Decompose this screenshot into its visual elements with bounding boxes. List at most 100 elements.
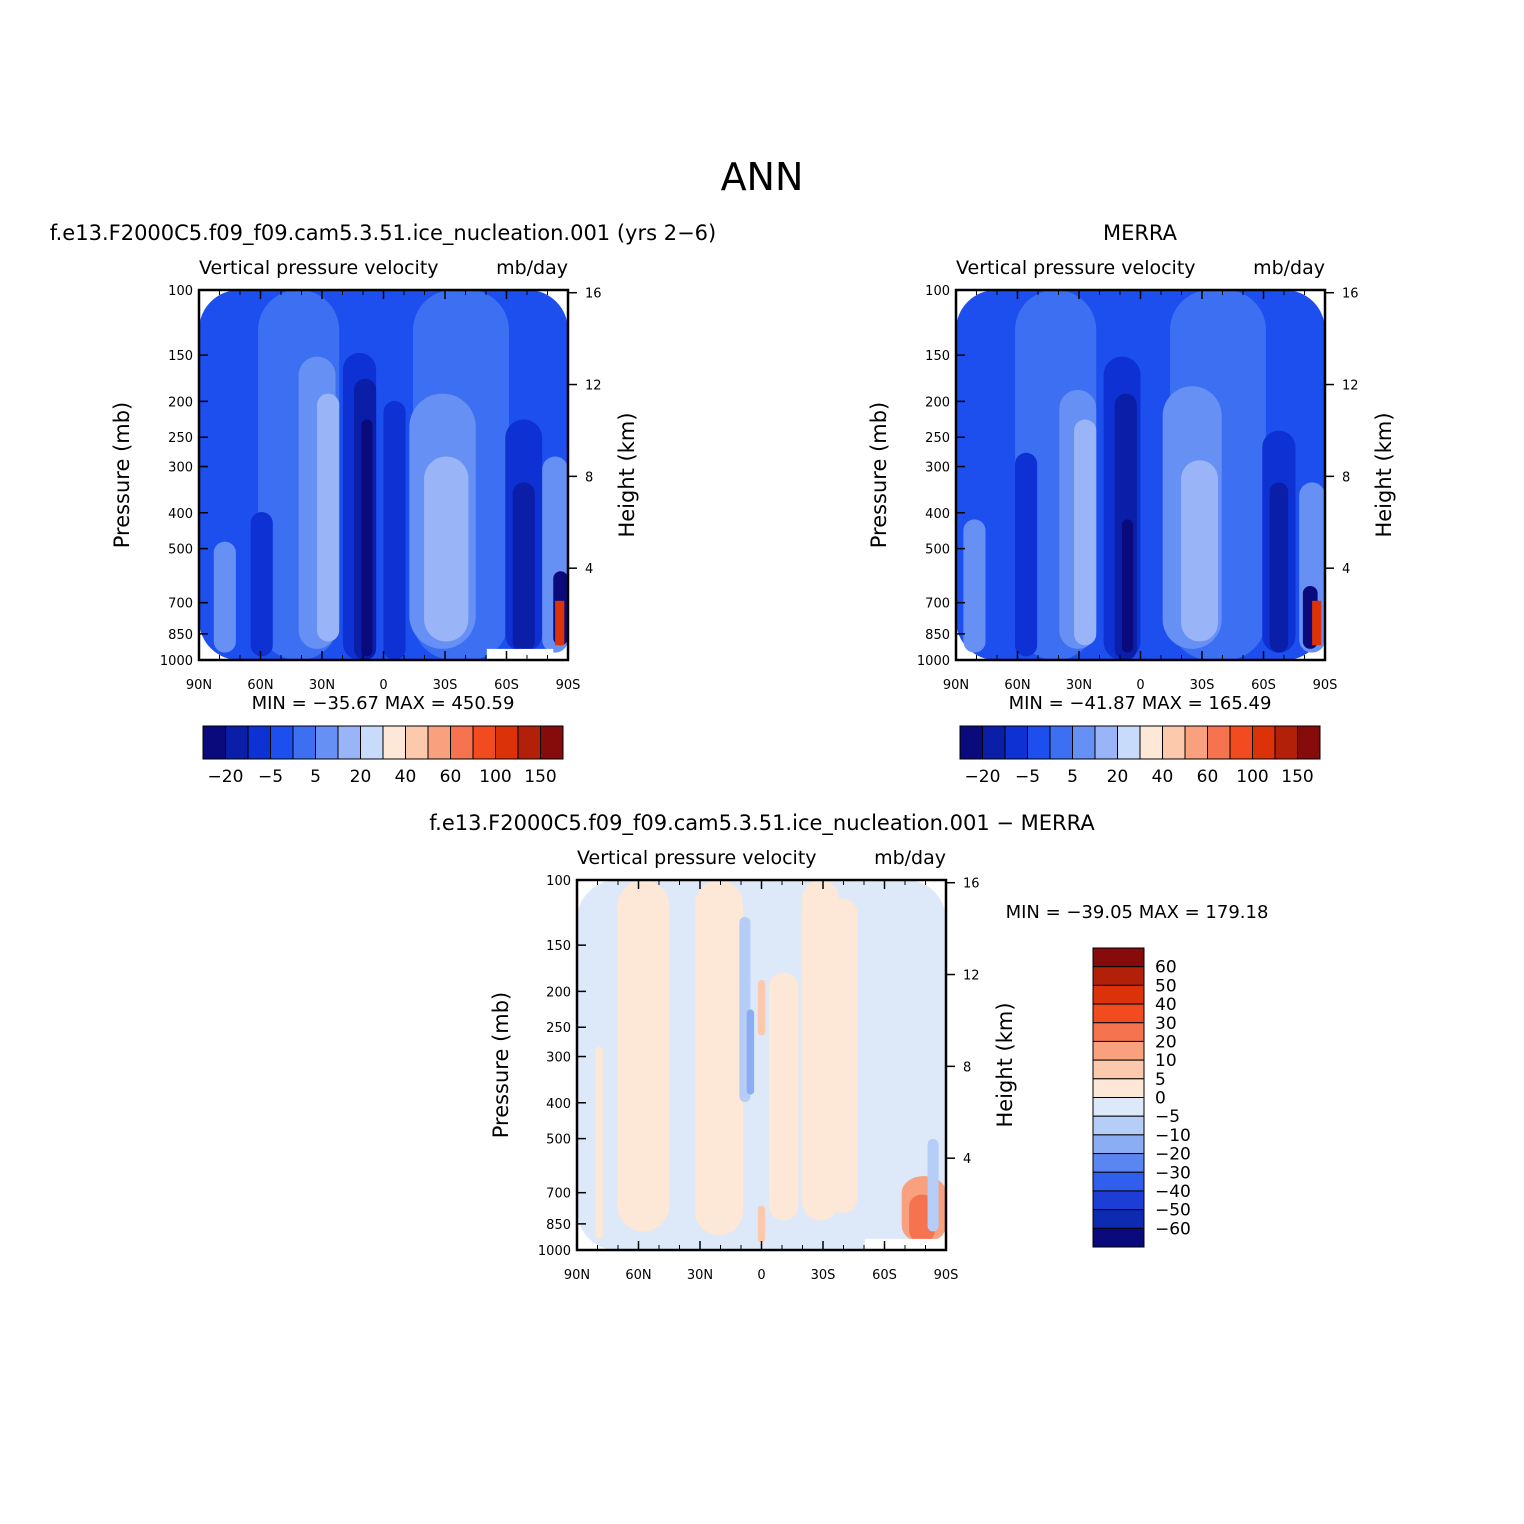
subtitle-left-model: Vertical pressure velocity [199, 257, 439, 279]
y-tick-label: 250 [168, 431, 193, 446]
colorbar-label: 5 [1155, 1070, 1166, 1090]
colorbar-box [1092, 1115, 1145, 1136]
contour-region [827, 898, 858, 1213]
colorbar-box [540, 725, 564, 760]
contour-region [1181, 460, 1218, 642]
colorbar-box [1049, 725, 1073, 760]
contour-region [1074, 419, 1097, 646]
colorbar-label: −60 [1155, 1219, 1191, 1239]
colorbar-box [1004, 725, 1028, 760]
colorbar-merra: −20 −5 5 20 40 60 100 150 [959, 725, 1321, 787]
y2-axis-label-model: Height (km) [615, 412, 639, 537]
x-tick-label: 90S [934, 1268, 959, 1283]
colorbar-label: −20 [965, 767, 1001, 787]
x-tick-label: 30N [309, 678, 335, 693]
x-tick-label: 30N [687, 1268, 713, 1283]
colorbar-label: 40 [1155, 995, 1177, 1015]
colorbar-box [202, 725, 226, 760]
y-tick-label: 100 [546, 874, 571, 889]
colorbar-box [1092, 1134, 1145, 1155]
minmax-model: MIN = −35.67 MAX = 450.59 [252, 693, 515, 714]
subtitle-units-model: mb/day [496, 257, 568, 279]
x-tick-label: 60N [625, 1268, 651, 1283]
colorbar-box [1092, 1190, 1145, 1211]
contour-field [199, 290, 568, 660]
y-tick-label: 1000 [917, 654, 950, 669]
y-axis-label-merra: Pressure (mb) [867, 402, 891, 549]
y-tick-label: 250 [925, 431, 950, 446]
y-tick-label: 1000 [160, 654, 193, 669]
x-tick-label: 90S [1313, 678, 1338, 693]
y-tick-label: 500 [925, 543, 950, 558]
y-tick-label: 300 [925, 461, 950, 476]
contour-region [250, 512, 273, 657]
panel-model: 100 150 200 250 300 400 500 700 850 1000 16 12 8 4 90N… [160, 284, 602, 693]
panel-difference: 100 150 200 250 300 400 500 700 850 1000 16 12 8 4 90N… [538, 874, 980, 1283]
colorbar-box [1092, 1022, 1145, 1042]
hotspot [1312, 600, 1322, 646]
subtitle-left-difference: Vertical pressure velocity [577, 847, 817, 869]
y-axis-label-difference: Pressure (mb) [489, 992, 513, 1139]
contour-region [317, 393, 340, 642]
colorbar-label: 50 [1155, 976, 1177, 996]
missing-data-mask [864, 1238, 946, 1250]
colorbar-box [1094, 725, 1118, 760]
y2-tick-label: 8 [1342, 470, 1350, 485]
contour-region [1015, 452, 1038, 657]
colorbar-box [1297, 725, 1321, 760]
colorbar-box [1092, 1097, 1145, 1117]
x-tick-label: 60N [247, 678, 273, 693]
colorbar-box [495, 725, 519, 760]
y-tick-label: 250 [546, 1021, 571, 1036]
colorbar-label: −40 [1155, 1182, 1191, 1202]
colorbar-box [1092, 966, 1145, 986]
panel-title-difference: f.e13.F2000C5.f09_f09.cam5.3.51.ice_nucl… [429, 811, 1095, 836]
colorbar-box [405, 725, 429, 760]
panel-title-model: f.e13.F2000C5.f09_f09.cam5.3.51.ice_nucl… [50, 221, 716, 246]
contour-region [1269, 482, 1289, 653]
missing-data-mask [486, 648, 554, 660]
x-tick-label: 90N [186, 678, 212, 693]
colorbar-box [1092, 1003, 1145, 1024]
colorbar-box [1229, 725, 1253, 760]
colorbar-label: 40 [395, 767, 417, 787]
colorbar-label: 20 [350, 767, 372, 787]
colorbar-box [315, 725, 339, 760]
colorbar-box [1092, 1059, 1145, 1080]
x-tick-label: 30S [811, 1268, 836, 1283]
y2-tick-label: 12 [963, 969, 980, 984]
colorbar-label: 20 [1155, 1032, 1177, 1052]
colorbar-box [1092, 1153, 1145, 1173]
y-tick-label: 500 [546, 1133, 571, 1148]
colorbar-label: 100 [1236, 767, 1268, 787]
contour-region [927, 1139, 939, 1232]
colorbar-label: −20 [1155, 1145, 1191, 1165]
colorbar-box [1092, 1078, 1145, 1098]
y2-axis-label-merra: Height (km) [1372, 412, 1396, 537]
colorbar-box [1207, 725, 1231, 760]
colorbar-box [1092, 947, 1145, 968]
colorbar-box [225, 725, 249, 760]
colorbar-label: 150 [524, 767, 556, 787]
y2-axis-label-difference: Height (km) [993, 1002, 1017, 1127]
y2-tick-label: 16 [963, 877, 980, 892]
colorbar-label: −20 [208, 767, 244, 787]
y-tick-label: 150 [168, 349, 193, 364]
y2-tick-label: 16 [585, 287, 602, 302]
colorbar-box [292, 725, 316, 760]
subtitle-left-merra: Vertical pressure velocity [956, 257, 1196, 279]
y-tick-label: 700 [168, 597, 193, 612]
colorbar-box [1092, 984, 1145, 1005]
contour-region [512, 482, 535, 653]
colorbar-label: 60 [1155, 958, 1177, 978]
contour-region [213, 541, 236, 653]
colorbar-box [1274, 725, 1298, 760]
colorbar-box [1184, 725, 1208, 760]
figure-title: ANN [721, 155, 804, 199]
colorbar-box [959, 725, 983, 760]
y-tick-label: 850 [925, 628, 950, 643]
colorbar-box [1027, 725, 1051, 760]
x-tick-label: 0 [757, 1268, 765, 1283]
y-tick-label: 400 [168, 507, 193, 522]
contour-region [1122, 519, 1134, 653]
